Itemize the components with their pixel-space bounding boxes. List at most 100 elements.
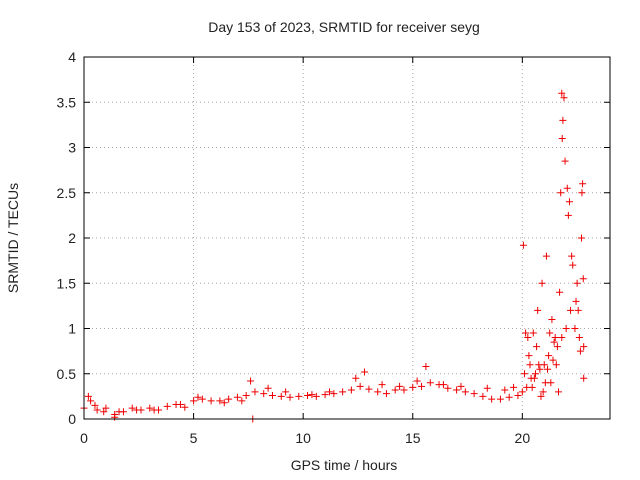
data-point [413,377,421,385]
data-point [100,408,108,416]
data-point [84,392,92,400]
data-point [378,381,386,389]
data-point [531,370,539,378]
x-axis-ticks: 0 5 10 15 20 [80,57,530,446]
y-tick-label: 0 [68,411,76,427]
data-point [260,390,268,398]
data-point [264,384,272,392]
data-point [207,397,215,405]
y-axis-label: SRMTID / TECUs [5,183,21,293]
data-point [554,388,562,396]
x-tick-label: 20 [515,430,531,446]
data-point [501,386,509,394]
data-point [238,397,246,405]
data-point [356,382,364,390]
data-point [536,365,544,373]
data-point [548,315,556,323]
data-point [565,198,573,206]
data-point [562,325,570,332]
data-point [530,374,538,382]
data-point [190,397,198,405]
data-point [558,89,566,97]
data-point [563,184,571,192]
data-point [535,361,543,369]
data-point [541,379,549,387]
y-tick-label: 1.5 [57,275,77,291]
data-point [277,392,285,400]
data-points [80,89,588,423]
data-point [242,391,250,399]
data-point [505,393,513,401]
data-point [483,384,491,392]
data-point [546,329,554,337]
data-point [461,388,469,396]
data-point [544,365,552,373]
data-point [524,334,532,342]
data-point [579,180,587,188]
data-point [409,383,417,391]
data-point [216,397,224,405]
data-point [321,391,329,399]
data-point [150,406,158,414]
data-point [550,338,558,346]
data-point [361,368,369,376]
data-point [580,374,588,382]
data-point [521,370,529,378]
y-tick-label: 2.5 [57,185,77,201]
data-point [549,356,557,364]
data-point [525,352,533,360]
data-point [181,403,189,411]
y-tick-label: 4 [68,49,76,65]
data-point [439,381,447,389]
data-point [444,384,452,392]
y-tick-label: 3 [68,140,76,156]
data-point [330,390,338,398]
grid-lines [84,57,610,419]
y-axis-ticks: 0 0.5 1 1.5 2 2.5 3 3.5 4 [57,49,610,427]
data-point [561,157,569,165]
data-point [163,402,171,410]
data-point [470,390,478,398]
data-point [564,211,572,219]
data-point [514,391,522,399]
data-point [528,383,536,391]
data-point [418,382,426,390]
y-tick-label: 2 [68,230,76,246]
data-point [312,392,320,400]
data-point [558,334,566,342]
data-point [347,386,355,394]
y-tick-label: 3.5 [57,94,77,110]
data-point [559,116,567,124]
data-point [533,343,541,351]
data-point [578,234,586,242]
data-point [453,386,461,394]
data-point [111,413,119,421]
data-point [537,392,545,400]
data-point [128,404,136,412]
data-point [247,377,255,385]
data-point [580,343,588,351]
data-point [282,388,290,396]
data-point [529,329,537,337]
data-point [176,401,184,409]
y-tick-label: 1 [68,321,76,337]
data-point [391,386,399,394]
data-point [220,399,228,407]
data-point [526,361,534,369]
data-point [194,393,202,401]
data-point [268,391,276,399]
data-point [400,386,408,394]
data-point [510,383,518,391]
data-point [575,334,583,342]
data-point [115,408,123,416]
data-point [93,406,101,414]
data-point [542,252,550,260]
y-tick-label: 0.5 [57,366,77,382]
data-point [308,391,316,399]
data-point [374,388,382,396]
data-point [551,334,559,342]
data-point [422,363,430,371]
data-point [295,392,303,400]
data-point [251,388,259,396]
